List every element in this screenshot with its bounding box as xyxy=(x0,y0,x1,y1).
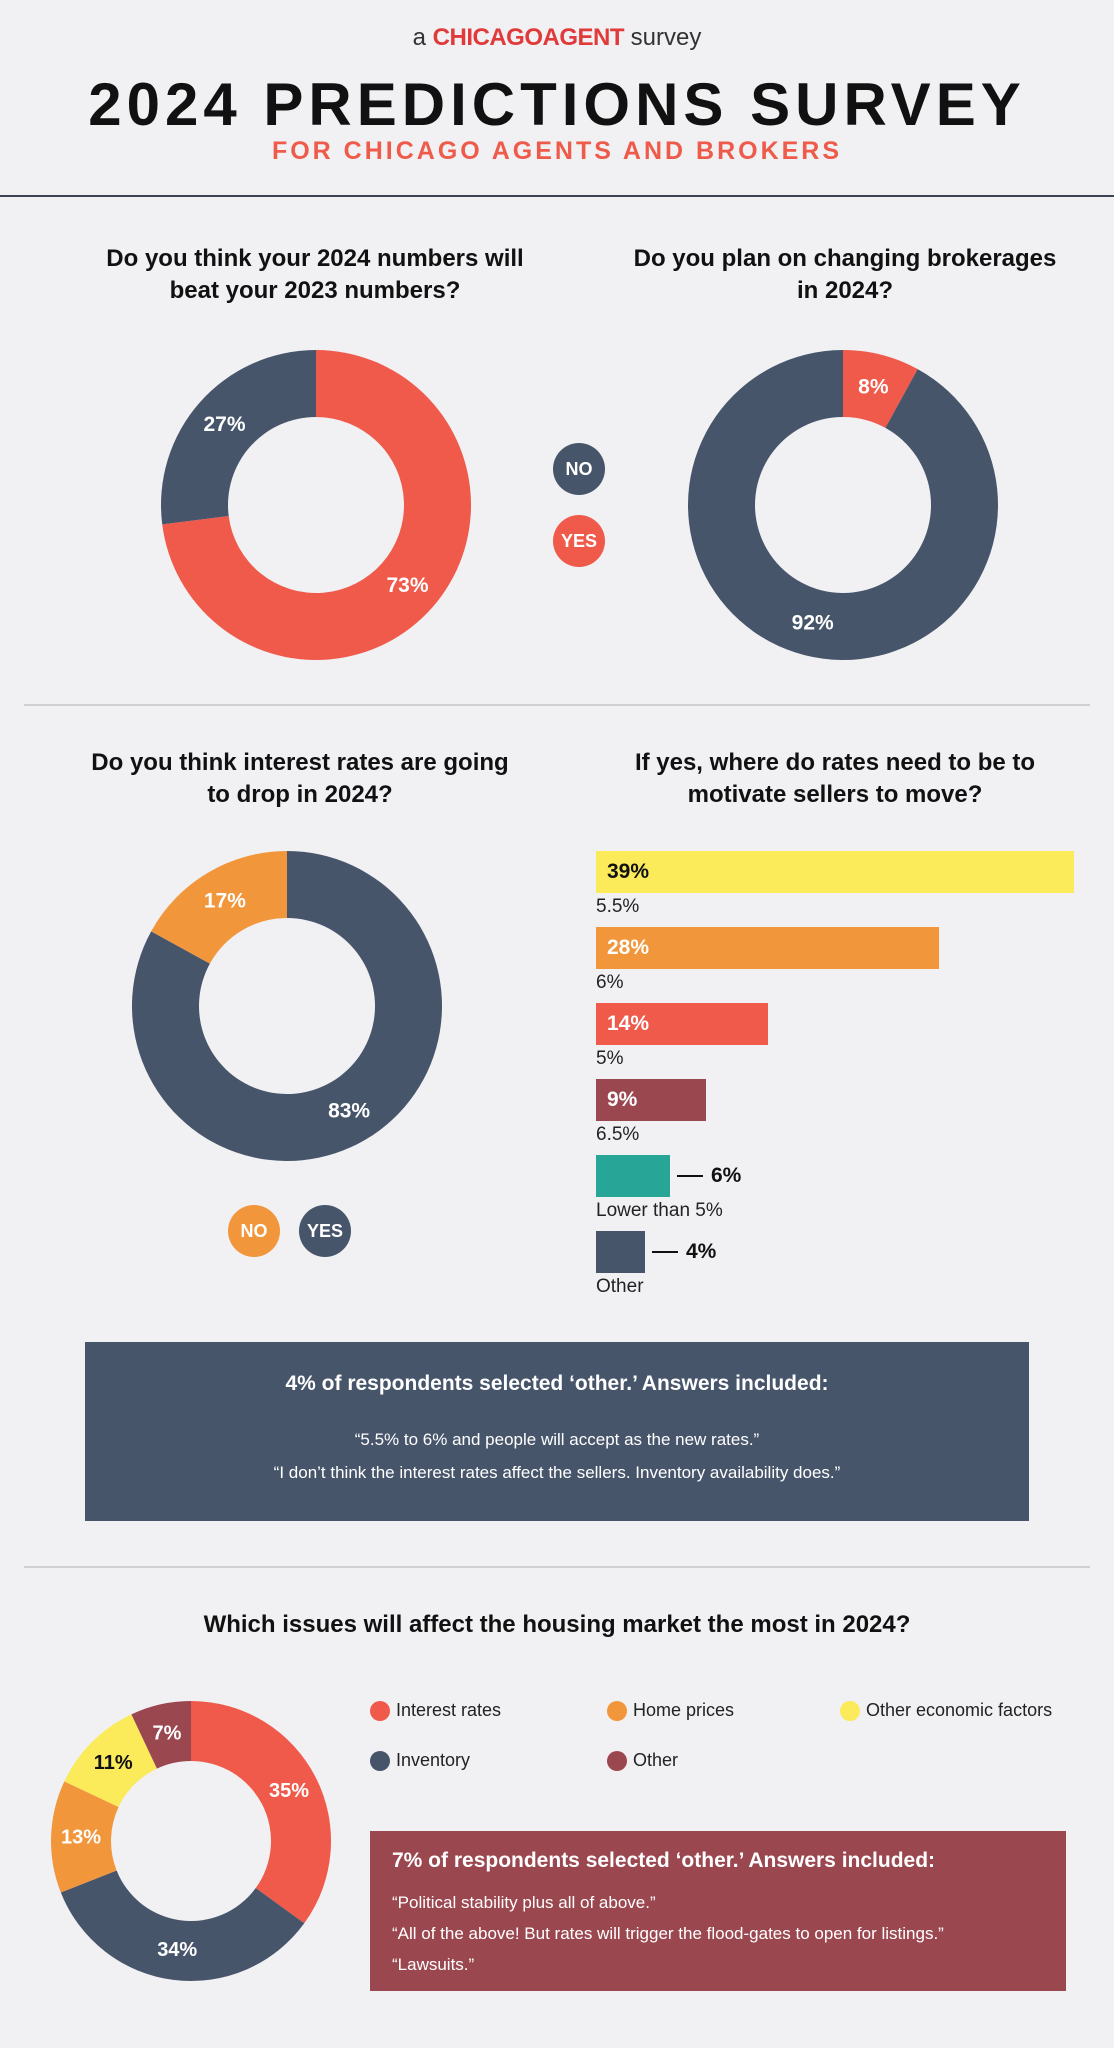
legend-swatch xyxy=(370,1750,390,1771)
donut-label: 11% xyxy=(94,1752,133,1774)
bar-mark: 9% xyxy=(596,1079,706,1121)
donut-slice-no xyxy=(688,350,998,660)
leader-line xyxy=(677,1175,703,1177)
question-rates-drop: Do you think interest rates are going to… xyxy=(91,749,509,808)
page-subtitle: FOR CHICAGO AGENTS AND BROKERS xyxy=(271,137,843,165)
bar-category-label: 6.5% xyxy=(596,1124,640,1145)
note-quote: “Lawsuits.” xyxy=(392,1955,475,1974)
brand-suffix: survey xyxy=(630,24,702,51)
bar-value-label: 28% xyxy=(607,936,650,959)
legend-swatch xyxy=(607,1750,627,1771)
donut-slice-home-prices xyxy=(51,1781,119,1893)
donut-label: 35% xyxy=(269,1780,309,1802)
donut-slice-yes xyxy=(843,350,918,428)
legend-swatch xyxy=(370,1700,390,1721)
donut-slice-no xyxy=(161,350,316,525)
donut-chart-issues: 35% 34% 13% 11% 7% xyxy=(51,1701,331,1981)
bar-row: 4% Other xyxy=(596,1231,716,1298)
legend-label: Home prices xyxy=(633,1700,735,1720)
question-beat-numbers: Do you think your 2024 numbers will beat… xyxy=(106,245,524,304)
question-change-brokerage: Do you plan on changing brokerages in 20… xyxy=(633,245,1057,304)
donut-label: 83% xyxy=(328,1100,370,1123)
donut-label: 73% xyxy=(386,574,428,597)
bar-value-label: 14% xyxy=(607,1012,650,1035)
brand-logo: CHICAGOAGENT xyxy=(432,24,625,51)
section-divider xyxy=(24,1566,1090,1568)
bar-category-label: Other xyxy=(596,1276,644,1297)
legend-yes-badge: YES xyxy=(553,515,605,567)
donut-slice-yes xyxy=(131,851,442,1161)
donut-slice-other-economic-factors xyxy=(64,1714,157,1807)
bar-value-label: 39% xyxy=(607,860,650,883)
donut-slice-yes xyxy=(162,350,471,660)
legend-no-badge: NO xyxy=(228,1205,280,1257)
legend-label: Other economic factors xyxy=(866,1700,1053,1720)
donut-label: 13% xyxy=(61,1827,101,1849)
legend-item-inventory: Inventory xyxy=(370,1750,470,1771)
legend-yes-badge: YES xyxy=(299,1205,351,1257)
legend-label: Interest rates xyxy=(396,1700,502,1720)
bar-category-label: 5.5% xyxy=(596,896,640,917)
bar-category-label: 6% xyxy=(596,972,624,993)
page-title: 2024 PREDICTIONS SURVEY xyxy=(88,71,1026,138)
bar-value-label: 4% xyxy=(686,1240,717,1263)
bar-category-label: Lower than 5% xyxy=(596,1200,723,1221)
donut-label: 17% xyxy=(204,889,246,912)
note-box-rates-other: 4% of respondents selected ‘other.’ Answ… xyxy=(85,1342,1029,1521)
donut-label: 92% xyxy=(792,612,834,635)
bar-row: 6% Lower than 5% xyxy=(596,1155,741,1222)
donut-slice-inventory xyxy=(60,1870,305,1981)
bar-value-label: 9% xyxy=(607,1088,638,1111)
donut-label: 34% xyxy=(157,1939,197,1961)
donut-chart-beat-numbers: 73% 27% xyxy=(161,350,471,660)
legend-label: Other xyxy=(633,1750,679,1770)
bar-chart-rates-motivate: 39% 5.5% 28% 6% 14% 5% 9% 6.5% 6% Lower than 5% 4%… xyxy=(596,851,1076,1301)
note-quote: “Political stability plus all of above.” xyxy=(392,1893,656,1912)
bar-row: 28% 6% xyxy=(596,927,939,994)
bar-mark xyxy=(596,1155,670,1197)
note-quote: “I don’t think the interest rates affect… xyxy=(273,1463,841,1482)
leader-line xyxy=(652,1251,678,1253)
section-divider xyxy=(24,704,1090,706)
question-rates-motivate: If yes, where do rates need to be to mot… xyxy=(634,749,1036,808)
brand-line: a CHICAGOAGENT survey xyxy=(0,24,1114,52)
bar-mark: 39% xyxy=(596,851,1074,893)
note-box-issues-other: 7% of respondents selected ‘other.’ Answ… xyxy=(370,1831,1066,1991)
donut-slice-no xyxy=(151,851,287,964)
donut-label: 8% xyxy=(858,375,889,398)
brand-prefix: a xyxy=(412,24,426,51)
donut-label: 7% xyxy=(153,1723,182,1745)
legend-item-home-prices: Home prices xyxy=(607,1700,734,1721)
donut-slice-other xyxy=(131,1701,191,1769)
bar-row: 14% 5% xyxy=(596,1003,768,1070)
bar-mark: 28% xyxy=(596,927,939,969)
donut-chart-rates-drop: 83% 17% xyxy=(131,851,442,1161)
question-issues: Which issues will affect the housing mar… xyxy=(203,1611,911,1638)
legend-item-other: Other xyxy=(607,1750,678,1771)
bar-mark xyxy=(596,1231,645,1273)
bar-category-label: 5% xyxy=(596,1048,624,1069)
note-title: 4% of respondents selected ‘other.’ Answ… xyxy=(285,1372,829,1395)
header-divider xyxy=(0,195,1114,197)
bar-row: 9% 6.5% xyxy=(596,1079,706,1146)
bar-mark: 14% xyxy=(596,1003,768,1045)
note-quote: “All of the above! But rates will trigge… xyxy=(392,1924,944,1943)
donut-chart-change-brokerage: 8% 92% xyxy=(688,350,998,660)
note-quote: “5.5% to 6% and people will accept as th… xyxy=(354,1430,760,1449)
legend-no-badge: NO xyxy=(553,443,605,495)
donut-slice-interest-rates xyxy=(191,1701,331,1924)
bar-row: 39% 5.5% xyxy=(596,851,1074,918)
bar-value-label: 6% xyxy=(711,1164,742,1187)
legend-item-other-economic: Other economic factors xyxy=(840,1700,1052,1721)
legend-item-interest-rates: Interest rates xyxy=(370,1700,501,1721)
legend-swatch xyxy=(840,1700,860,1721)
legend-label: Inventory xyxy=(396,1750,471,1770)
legend-swatch xyxy=(607,1700,627,1721)
note-title: 7% of respondents selected ‘other.’ Answ… xyxy=(392,1849,936,1872)
donut-label: 27% xyxy=(203,413,245,436)
